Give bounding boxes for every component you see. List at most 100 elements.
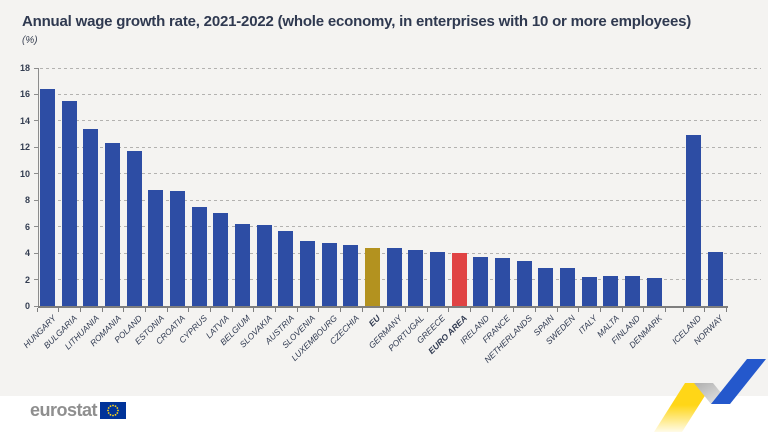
- y-axis-label-4: 4: [24, 248, 30, 259]
- bar-eu: [364, 247, 380, 306]
- bar-cyprus: [191, 206, 207, 306]
- y-axis-label-0: 0: [24, 301, 30, 311]
- x-axis-tick: [253, 308, 255, 312]
- bar-finland: [624, 275, 640, 306]
- x-axis-tick: [209, 308, 211, 312]
- x-axis-tick: [664, 308, 666, 312]
- bar-romania: [104, 143, 120, 306]
- x-axis-tick: [404, 308, 406, 312]
- x-axis-tick: [513, 308, 515, 312]
- x-axis-tick: [383, 308, 385, 312]
- x-axis-tick: [599, 308, 601, 312]
- y-axis-label-12: 12: [19, 142, 30, 153]
- bar-poland: [126, 151, 142, 306]
- bar-belgium: [234, 224, 250, 306]
- x-axis-tick: [231, 308, 233, 312]
- bar-norway: [707, 251, 723, 306]
- gridline-18: [40, 67, 761, 69]
- x-axis-tick: [448, 308, 450, 312]
- x-axis-tick: [188, 308, 190, 312]
- x-axis-tick: [426, 308, 428, 312]
- bar-denmark: [646, 278, 662, 306]
- bar-ireland: [473, 257, 489, 306]
- x-axis-line: [38, 306, 728, 308]
- gridline-14: [40, 120, 761, 122]
- y-axis-label-8: 8: [24, 195, 30, 206]
- x-axis-tick: [36, 308, 38, 312]
- y-axis-label-18: 18: [19, 63, 30, 74]
- bar-euro-area: [451, 253, 467, 306]
- x-axis-tick: [621, 308, 623, 312]
- y-axis-label-2: 2: [24, 274, 30, 285]
- y-axis-tick-10: [34, 173, 38, 175]
- x-axis-tick: [704, 308, 706, 312]
- y-axis-tick-4: [34, 252, 38, 254]
- x-axis-tick: [123, 308, 125, 312]
- eu-flag-icon: [100, 402, 127, 419]
- bar-italy: [581, 276, 597, 306]
- bar-malta: [603, 275, 619, 306]
- x-axis-tick: [339, 308, 341, 312]
- bar-sweden: [559, 267, 575, 306]
- y-axis-line: [38, 68, 39, 307]
- gridline-6: [40, 226, 761, 228]
- x-axis-tick: [101, 308, 103, 312]
- bar-hungary: [40, 89, 55, 306]
- footer-strip: [0, 396, 768, 432]
- gridline-8: [40, 199, 761, 201]
- x-axis-tick: [534, 308, 536, 312]
- ribbon-yellow-segment: [654, 383, 713, 432]
- chart-title: Annual wage growth rate, 2021-2022 (whol…: [22, 13, 692, 30]
- x-axis-tick: [469, 308, 471, 312]
- bar-germany: [386, 247, 402, 306]
- y-axis-label-14: 14: [19, 115, 30, 126]
- bar-france: [494, 258, 510, 306]
- bar-greece: [429, 251, 445, 306]
- bar-czechia: [343, 245, 359, 306]
- y-axis-tick-6: [34, 226, 38, 228]
- y-axis-tick-12: [34, 146, 38, 148]
- x-axis-tick: [58, 308, 60, 312]
- y-axis-label-6: 6: [24, 221, 30, 232]
- bar-estonia: [148, 189, 164, 306]
- chart-subtitle: (%): [22, 35, 38, 46]
- gridline-12: [40, 146, 761, 148]
- x-axis-tick: [361, 308, 363, 312]
- bar-portugal: [408, 250, 424, 306]
- bar-netherlands: [516, 261, 532, 306]
- x-axis-tick: [166, 308, 168, 312]
- x-axis-tick: [318, 308, 320, 312]
- bar-latvia: [213, 213, 229, 306]
- bar-bulgaria: [61, 101, 77, 306]
- x-axis-tick: [682, 308, 684, 312]
- y-axis-label-16: 16: [19, 89, 30, 100]
- y-axis-label-10: 10: [19, 168, 30, 179]
- x-axis-tick: [79, 308, 81, 312]
- bar-croatia: [169, 190, 185, 306]
- x-axis-tick: [144, 308, 146, 312]
- x-axis-tick: [274, 308, 276, 312]
- x-axis-tick: [578, 308, 580, 312]
- y-axis-tick-14: [34, 120, 38, 122]
- bar-luxembourg: [321, 242, 337, 306]
- bar-slovakia: [256, 225, 272, 306]
- x-axis-tick: [556, 308, 558, 312]
- x-axis-tick: [643, 308, 645, 312]
- bar-austria: [278, 230, 294, 306]
- bar-lithuania: [83, 128, 99, 306]
- eurostat-logo: eurostat: [30, 400, 127, 421]
- y-axis-tick-16: [34, 93, 38, 95]
- y-axis-tick-8: [34, 199, 38, 201]
- x-axis-tick: [296, 308, 298, 312]
- decorative-ribbon-arrow: [654, 359, 766, 432]
- y-axis-tick-18: [34, 67, 38, 69]
- gridline-16: [40, 93, 761, 95]
- y-axis-tick-2: [34, 279, 38, 281]
- bar-spain: [538, 267, 554, 306]
- gridline-10: [40, 173, 761, 175]
- x-axis-tick: [491, 308, 493, 312]
- y-axis-tick-0: [34, 305, 38, 307]
- x-axis-tick: [725, 308, 727, 312]
